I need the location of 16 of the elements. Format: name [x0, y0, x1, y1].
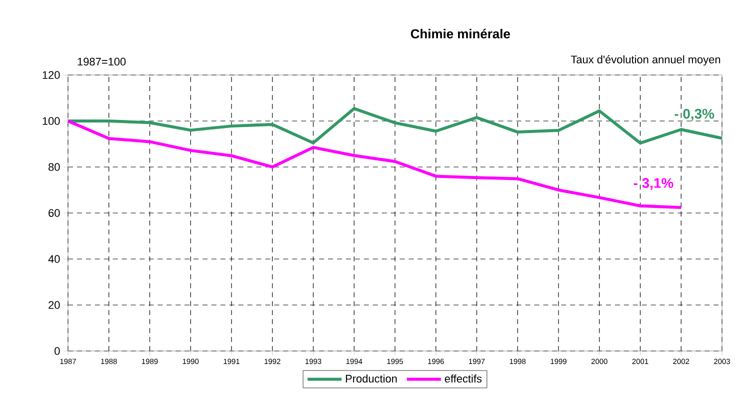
line-series: [66, 107, 724, 145]
annotation: - 0,3%: [674, 108, 714, 121]
chart-title: Chimie minérale: [410, 28, 510, 38]
y-tick-label: 60: [48, 209, 60, 217]
y-tick-label: 120: [42, 71, 60, 79]
y-tick-label: 40: [48, 255, 60, 263]
y-tick-label: 100: [42, 117, 60, 125]
y-tick-label: 80: [48, 163, 60, 171]
line-series: [66, 120, 683, 209]
annotation: - 3,1%: [634, 178, 674, 190]
text: Taux d'évolution annuel moyen: [570, 55, 720, 66]
text: 1987=100: [78, 58, 126, 66]
y-tick-label: 0: [54, 347, 60, 355]
legend-label: Production: [346, 374, 397, 383]
y-tick-label: 20: [48, 301, 60, 309]
legend-label: effectifs: [444, 374, 482, 383]
